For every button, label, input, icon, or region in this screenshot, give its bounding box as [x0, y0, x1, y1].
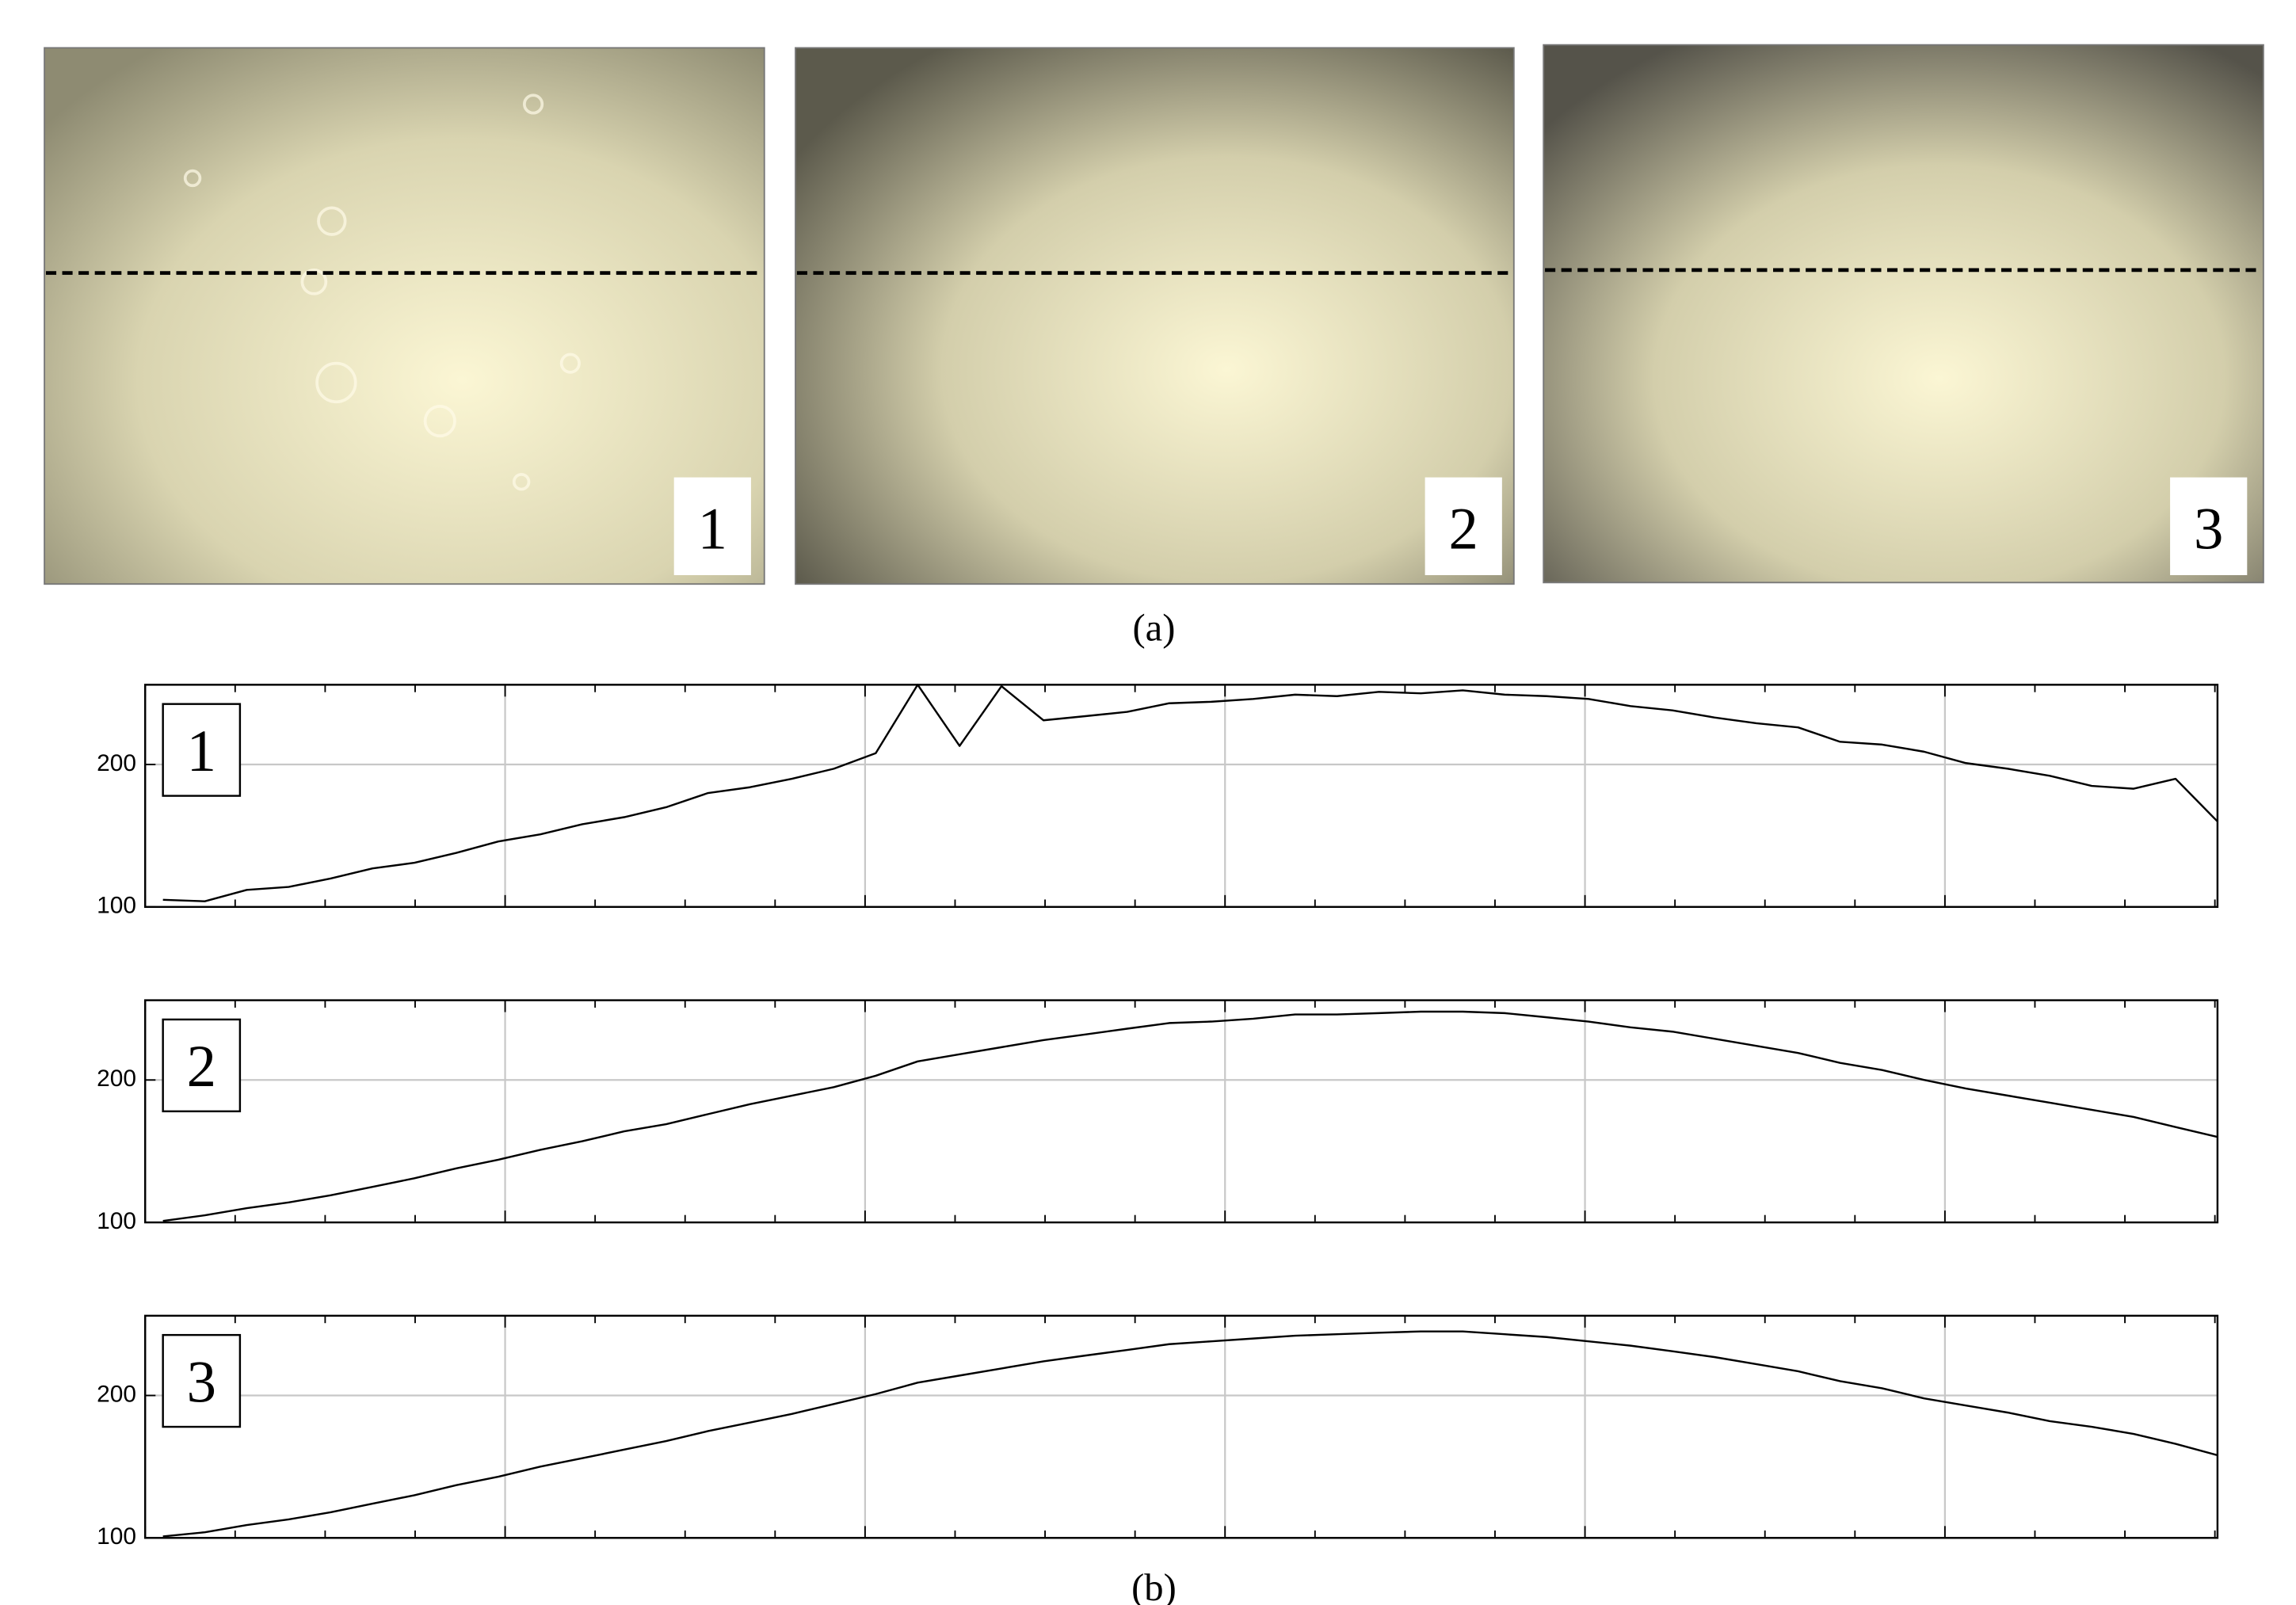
profile-lines: [45, 268, 2262, 275]
y-tick-label: 100: [97, 1208, 136, 1234]
image-label: 3: [2194, 496, 2223, 562]
caption: (b): [1131, 1566, 1177, 1605]
y-tick-label: 200: [97, 750, 136, 776]
label-box: [1425, 477, 1502, 576]
image-panel: 1 2 3 (a): [44, 44, 2264, 649]
label-box: [2170, 477, 2248, 576]
plot-frame: [144, 999, 2219, 1224]
line: [162, 1010, 2218, 1222]
image: [1543, 44, 2264, 584]
chart-label: 3: [187, 1349, 216, 1415]
label-box: [162, 703, 242, 797]
image: [795, 47, 1515, 585]
particles: [183, 93, 581, 491]
label-box: [162, 1333, 242, 1428]
image-label: 1: [698, 496, 727, 562]
y-tick-label: 100: [97, 893, 136, 919]
chart-label: 2: [187, 1034, 216, 1100]
chart-label: 1: [187, 719, 216, 784]
y-tick-label: 200: [97, 1066, 136, 1092]
caption: (a): [1133, 606, 1176, 649]
line: [162, 684, 2218, 902]
plot-frame: [144, 1314, 2219, 1539]
image: [44, 47, 765, 585]
plot-frame: [144, 684, 2219, 909]
y-tick-label: 100: [97, 1523, 136, 1550]
label-box: [162, 1018, 242, 1113]
y-tick-label: 200: [97, 1381, 136, 1407]
image-label: 2: [1449, 496, 1478, 562]
label-box: [673, 477, 751, 576]
line: [162, 1330, 2218, 1538]
